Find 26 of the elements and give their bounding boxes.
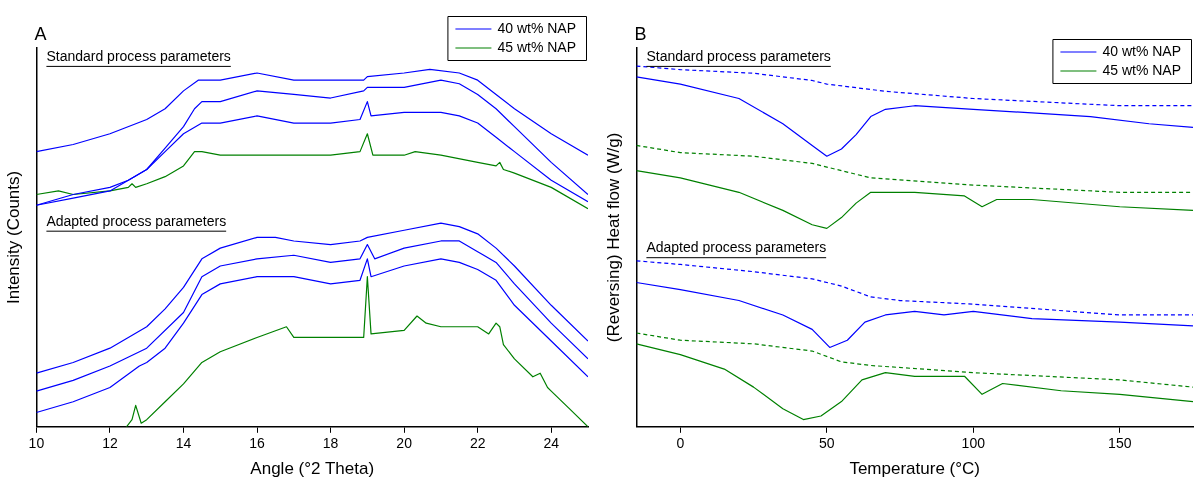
text: Standard process parameters: [646, 47, 831, 64]
y-axis-title: Intensity (Counts): [3, 170, 23, 305]
x-tick-label: 100: [961, 435, 986, 452]
x-tick-label: 20: [396, 435, 413, 452]
annotation: Adapted process parameters: [46, 212, 227, 229]
x-tick-label: 12: [102, 435, 118, 452]
chart-title: B: [634, 24, 647, 44]
chart-title: A: [34, 24, 47, 44]
x-axis-title: Temperature (°C): [849, 459, 980, 479]
y-axis-title: (Reversing) Heat flow (W/g): [603, 132, 623, 343]
text: Standard process parameters: [46, 47, 231, 64]
x-tick-label: 22: [469, 435, 486, 452]
x-tick-label: 10: [28, 435, 45, 452]
x-axis-title: Angle (°2 Theta): [250, 459, 375, 479]
x-tick-label: 150: [1108, 435, 1132, 452]
annotation: Adapted process parameters: [646, 239, 827, 256]
x-tick-label: 24: [543, 435, 560, 452]
x-tick-label: 14: [175, 435, 192, 452]
legend-label: 45 wt% NAP: [497, 38, 577, 55]
x-tick-label: 50: [819, 435, 835, 452]
x-tick-label: 0: [676, 435, 685, 452]
legend-label: 40 wt% NAP: [1102, 42, 1182, 59]
x-tick-label: 18: [322, 435, 339, 452]
legend-label: 40 wt% NAP: [497, 19, 577, 36]
x-tick-label: 16: [249, 435, 266, 452]
legend-label: 45 wt% NAP: [1102, 61, 1182, 78]
